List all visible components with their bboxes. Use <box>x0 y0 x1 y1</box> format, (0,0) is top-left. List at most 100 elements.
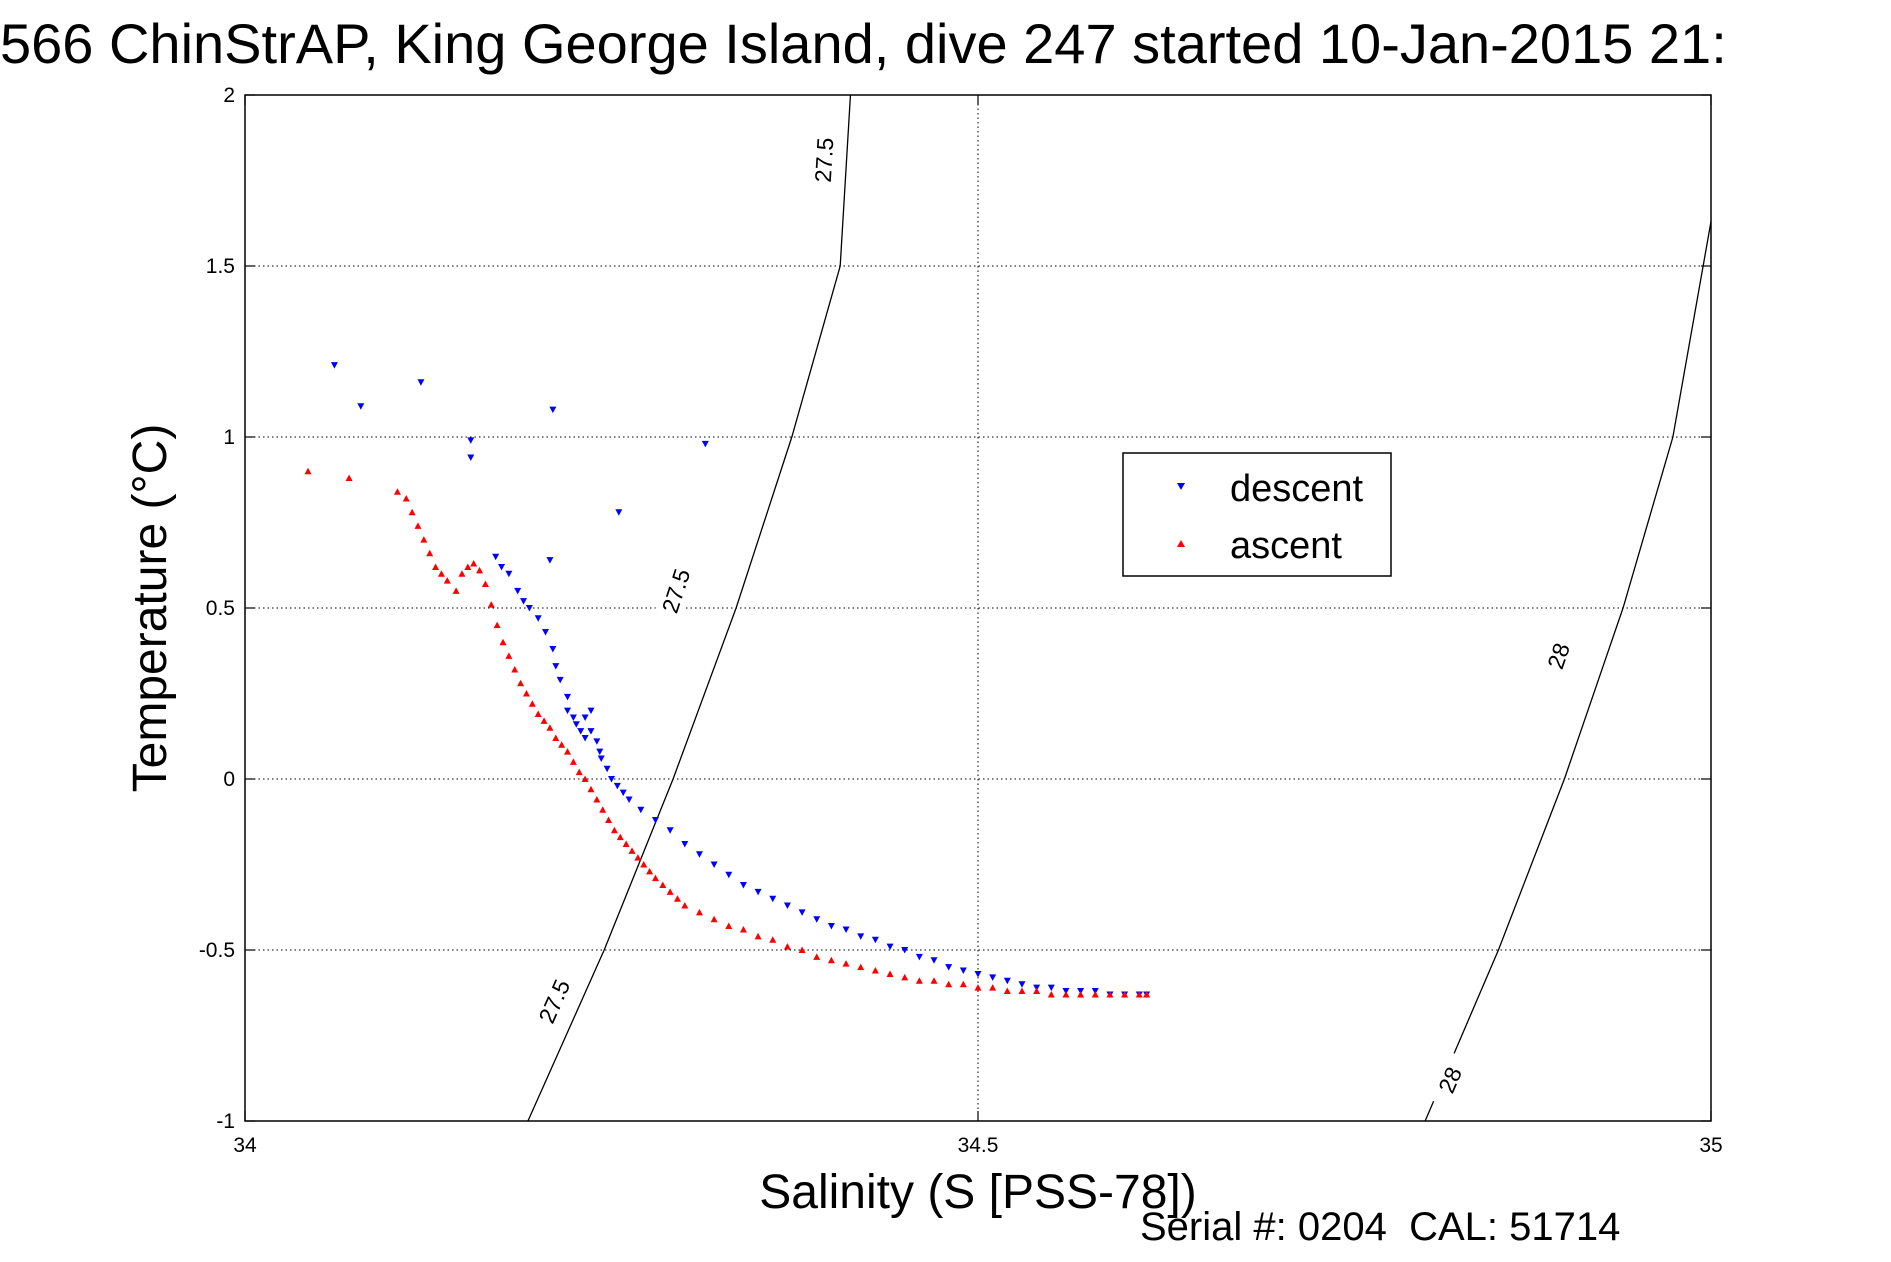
descent-point <box>886 943 894 951</box>
descent-point <box>1003 977 1011 985</box>
ascent-point <box>959 980 967 988</box>
ascent-point <box>930 977 938 984</box>
descent-point <box>525 605 533 612</box>
ascent-point <box>659 881 667 889</box>
ascent-point <box>616 833 624 841</box>
ascent-point <box>1033 987 1041 995</box>
ascent-point <box>552 734 560 741</box>
ascent-point <box>587 785 595 793</box>
ascent-point <box>1091 990 1099 998</box>
descent-point <box>666 827 674 834</box>
ascent-point <box>666 888 674 895</box>
ascent-point <box>493 621 501 629</box>
descent-point <box>505 570 513 578</box>
ascent-point <box>593 796 601 803</box>
ascent-point <box>725 922 733 930</box>
descent-point <box>989 974 997 981</box>
descent-point <box>467 437 475 444</box>
y-tick-label: -0.5 <box>199 939 235 962</box>
legend-ascent-marker <box>1177 540 1185 547</box>
ascent-point <box>393 488 401 495</box>
ascent-point <box>558 741 566 748</box>
ascent-point <box>511 666 519 673</box>
y-tick-label: 0.5 <box>206 597 235 620</box>
ascent-point <box>813 953 821 960</box>
ascent-point <box>901 973 909 981</box>
descent-point <box>769 895 777 903</box>
descent-point <box>593 738 601 745</box>
ascent-point <box>754 932 762 940</box>
x-tick-label: 35 <box>1699 1134 1722 1157</box>
ascent-point <box>827 956 835 964</box>
ascent-point <box>569 758 577 765</box>
ascent-point <box>695 908 703 916</box>
ascent-point <box>605 816 613 824</box>
ascent-point <box>452 587 460 594</box>
density-contour-line <box>1424 221 1712 1122</box>
y-tick-label: 0 <box>223 768 235 791</box>
ascent-point <box>414 522 422 529</box>
ascent-point <box>443 577 451 584</box>
ascent-point <box>610 826 618 834</box>
ascent-point <box>487 601 495 608</box>
ascent-point <box>783 943 791 950</box>
ascent-point <box>651 874 659 882</box>
ascent-point <box>345 474 353 482</box>
contour-label: 27.5 <box>657 566 696 617</box>
ascent-point <box>522 690 530 697</box>
descent-point <box>945 964 953 971</box>
ascent-point <box>481 580 489 588</box>
descent-point <box>564 693 572 701</box>
descent-point <box>857 933 865 940</box>
descent-point <box>681 840 689 848</box>
descent-point <box>871 936 879 944</box>
axis-ticks: 34 34.5 35 -1 -0.5 0 0.5 1 1.5 2 <box>199 84 1723 1157</box>
descent-point <box>549 646 557 653</box>
ascent-point <box>857 963 865 971</box>
descent-point <box>569 714 577 721</box>
descent-point <box>597 755 605 762</box>
y-tick-label: 1.5 <box>206 255 235 278</box>
descent-point <box>739 882 747 889</box>
grid <box>245 95 1711 1121</box>
ascent-point <box>1106 990 1114 998</box>
legend-descent-marker <box>1177 483 1185 490</box>
legend: descent ascent <box>1122 452 1392 577</box>
descent-point <box>587 707 595 715</box>
descent-point <box>725 871 733 879</box>
descent-point <box>842 926 850 933</box>
ascent-point <box>464 563 472 570</box>
ascent-point <box>1121 990 1129 998</box>
ascent-point <box>599 806 607 813</box>
contour-label-bg <box>1426 1050 1474 1110</box>
descent-point <box>492 553 500 561</box>
descent-point <box>603 765 611 773</box>
density-contour-line <box>527 94 852 1122</box>
ascent-point <box>420 536 428 543</box>
ascent-point <box>402 495 410 502</box>
ascent-point <box>437 570 445 577</box>
x-tick-label: 34.5 <box>958 1134 999 1157</box>
descent-point <box>608 776 615 783</box>
ascent-point <box>458 570 466 577</box>
ascent-point <box>681 902 689 909</box>
ascent-point <box>710 915 718 923</box>
descent-point <box>959 967 967 975</box>
ascent-point <box>505 652 513 659</box>
ascent-point <box>1062 990 1070 998</box>
descent-point <box>619 789 627 797</box>
y-axis-title: Temperature (°C) <box>124 424 177 793</box>
legend-descent-label: descent <box>1230 468 1364 510</box>
ascent-point <box>1003 987 1011 995</box>
descent-point <box>581 734 589 742</box>
descent-point <box>701 440 709 448</box>
contour-label-bg <box>530 971 578 1031</box>
descent-point <box>581 714 589 721</box>
ascent-point <box>1047 990 1055 998</box>
descent-point <box>798 909 806 916</box>
descent-point <box>357 403 365 410</box>
ascent-point <box>622 840 630 847</box>
descent-point <box>534 615 542 622</box>
